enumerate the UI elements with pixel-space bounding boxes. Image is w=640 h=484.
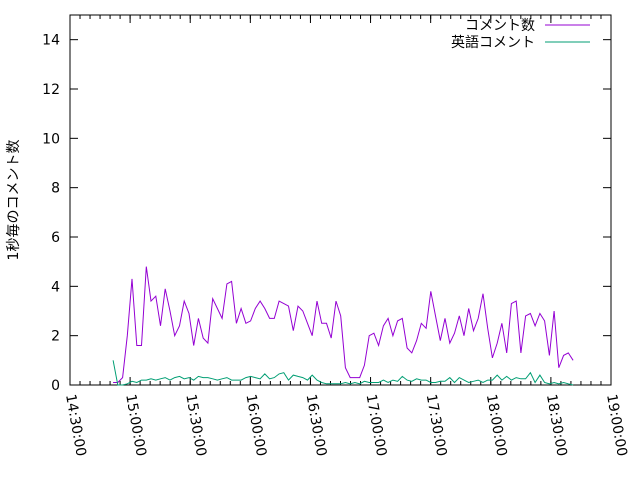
y-axis: 0 2 4 6 8 10 12 14 <box>42 33 611 394</box>
series-lines <box>112 266 574 386</box>
y-tick-label: 4 <box>51 279 60 295</box>
x-axis: 14:30:00 15:00:00 15:30:00 16:00:00 16:30:00… <box>62 15 630 458</box>
legend-label: 英語コメント <box>451 34 535 51</box>
y-tick-label: 14 <box>42 33 60 49</box>
y-tick-label: 0 <box>51 378 60 394</box>
y-tick-label: 6 <box>51 230 60 246</box>
y-tick-label: 12 <box>42 82 60 98</box>
x-tick-label: 17:30:00 <box>423 393 450 458</box>
y-tick-label: 10 <box>42 131 60 147</box>
y-axis-label: 1秒毎のコメント数 <box>6 140 22 261</box>
legend-label: コメント数 <box>465 18 535 34</box>
y-tick-label: 2 <box>51 329 60 345</box>
x-tick-label: 19:00:00 <box>603 393 630 458</box>
x-tick-label: 16:30:00 <box>303 393 330 458</box>
x-tick-label: 18:30:00 <box>543 393 570 458</box>
x-tick-label: 15:30:00 <box>182 393 209 458</box>
x-tick-label: 14:30:00 <box>62 393 89 458</box>
x-tick-label: 18:00:00 <box>483 393 510 458</box>
x-tick-label: 15:00:00 <box>122 393 149 458</box>
x-tick-label: 17:00:00 <box>363 393 390 458</box>
y-tick-label: 8 <box>51 181 60 197</box>
axes <box>69 14 612 386</box>
plot-border <box>69 14 612 386</box>
series-line-2 <box>112 360 574 386</box>
x-tick-label: 16:00:00 <box>242 393 269 458</box>
series-line-1 <box>113 266 574 383</box>
